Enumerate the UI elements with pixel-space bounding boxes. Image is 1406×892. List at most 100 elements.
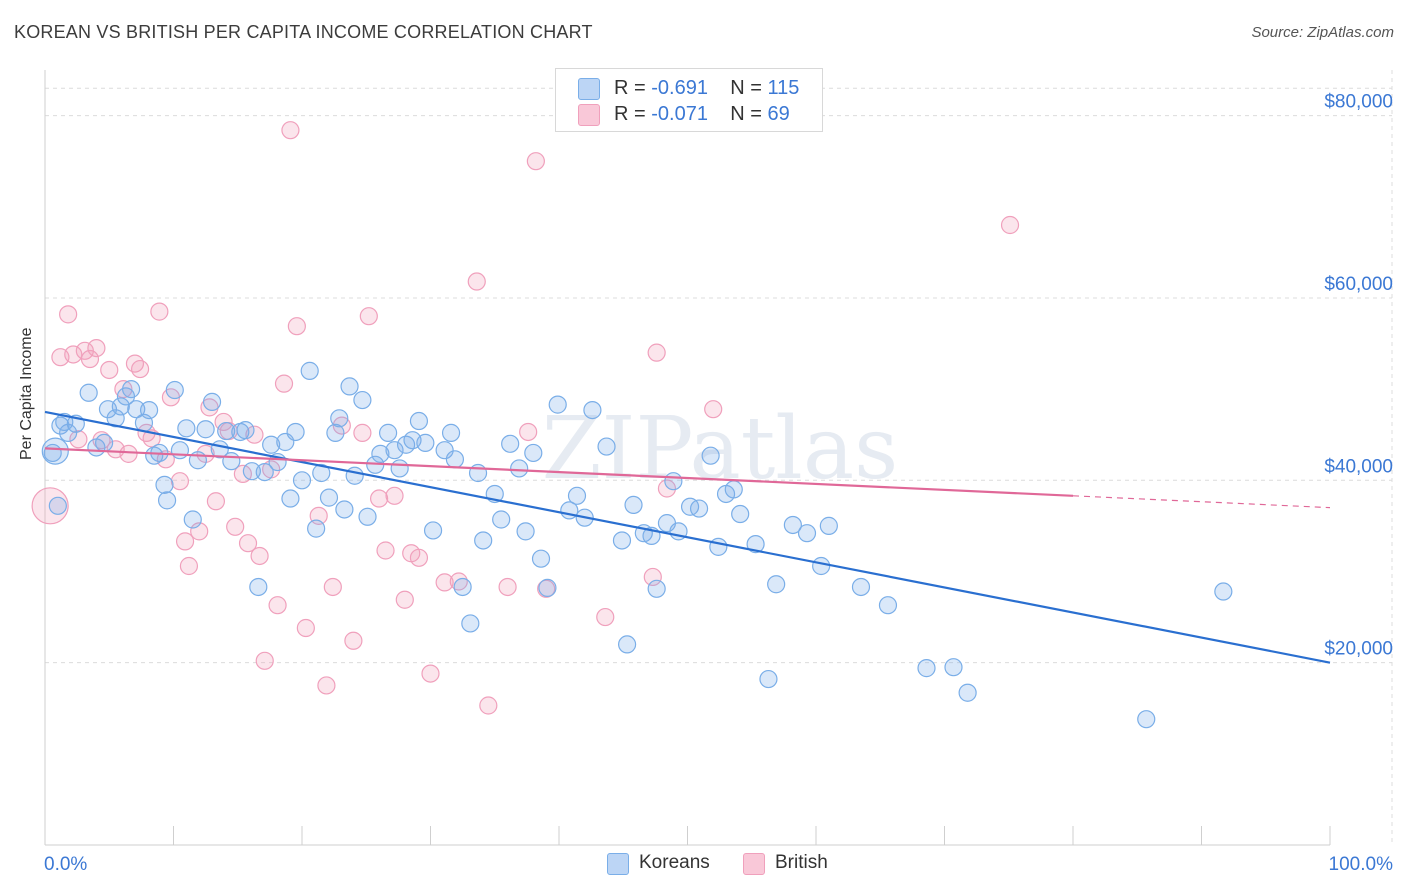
korean-point <box>548 395 567 414</box>
british-point <box>647 343 666 362</box>
british-point <box>435 573 454 592</box>
legend-label-koreans: Koreans <box>639 852 710 873</box>
british-swatch <box>578 104 600 126</box>
korean-point <box>340 377 359 396</box>
grid-lines <box>45 70 1393 845</box>
korean-point <box>371 444 390 463</box>
british-trend-extension <box>1072 495 1331 509</box>
r-value: -0.691 <box>651 77 708 99</box>
watermark: ZIPatlas <box>542 399 898 499</box>
korean-point <box>242 462 261 481</box>
korean-point <box>222 452 241 471</box>
british-point <box>498 577 517 597</box>
korean-point <box>567 486 587 505</box>
koreans-swatch <box>607 853 629 875</box>
korean-point <box>378 423 398 442</box>
british-point <box>114 380 133 399</box>
y-tick-label: $40,000 <box>1324 456 1393 477</box>
british-point <box>395 590 414 609</box>
korean-point <box>385 441 404 460</box>
legend-label-british: British <box>775 852 828 873</box>
korean-point <box>731 504 750 524</box>
british-point <box>274 374 294 393</box>
korean-point <box>583 400 602 420</box>
british-point <box>370 489 389 508</box>
korean-point <box>255 462 274 482</box>
korean-point <box>453 577 472 597</box>
korean-point <box>48 496 67 515</box>
korean-point <box>783 515 802 535</box>
korean-point <box>435 441 454 460</box>
korean-point <box>474 531 493 550</box>
british-point <box>353 423 372 442</box>
korean-point <box>878 596 898 615</box>
korean-point <box>127 400 146 419</box>
british-point <box>537 579 556 598</box>
british-point <box>130 359 150 379</box>
korean-point <box>516 522 535 541</box>
british-points <box>31 121 1020 715</box>
british-point <box>479 696 498 715</box>
korean-point <box>236 421 255 440</box>
korean-point <box>812 556 831 576</box>
y-tick-label: $80,000 <box>1324 92 1393 113</box>
korean-point <box>95 433 114 453</box>
korean-point <box>345 466 364 485</box>
korean-point <box>196 420 215 439</box>
british-point <box>150 302 169 321</box>
british-swatch <box>743 853 765 875</box>
korean-point <box>121 380 141 399</box>
korean-point <box>647 579 666 598</box>
british-point <box>287 317 306 336</box>
korean-point <box>157 491 177 510</box>
korean-point <box>531 549 551 568</box>
korean-point <box>423 521 443 540</box>
r-label: R = <box>614 77 646 99</box>
korean-point <box>390 459 409 478</box>
korean-point <box>319 488 339 507</box>
british-point <box>226 517 245 536</box>
korean-point <box>664 472 683 491</box>
korean-point <box>353 390 372 410</box>
korean-point <box>330 409 349 428</box>
korean-point <box>145 446 164 465</box>
korean-point <box>358 507 377 526</box>
british-point <box>125 354 145 373</box>
british-point <box>281 121 300 140</box>
korean-point <box>326 423 345 442</box>
korean-point <box>409 411 429 431</box>
british-point <box>359 307 378 326</box>
british-point <box>206 492 226 511</box>
korean-point <box>41 437 69 465</box>
british-point <box>80 349 100 369</box>
korean-point <box>177 419 196 438</box>
korean-point <box>1137 710 1156 729</box>
british-point <box>255 651 274 670</box>
british-point <box>409 548 429 567</box>
korean-point <box>286 422 305 442</box>
korean-point <box>217 421 236 441</box>
korean-point <box>165 380 184 400</box>
n-value: 69 <box>767 103 790 125</box>
korean-point <box>441 423 461 442</box>
korean-point <box>851 577 871 597</box>
korean-point <box>292 471 312 490</box>
british-point <box>1000 215 1020 235</box>
korean-point <box>307 519 326 538</box>
korean-point <box>944 658 963 677</box>
korean-point <box>709 537 728 556</box>
n-label: N = <box>730 77 762 99</box>
y-tick-label: $60,000 <box>1324 274 1393 295</box>
r-label: R = <box>614 103 646 125</box>
british-point <box>519 422 538 442</box>
korean-point <box>538 578 557 597</box>
korean-point <box>416 433 435 453</box>
korean-point <box>624 495 643 515</box>
korean-point <box>59 423 78 442</box>
korean-point <box>281 489 300 508</box>
british-point <box>421 664 440 683</box>
korean-point <box>680 497 700 516</box>
british-point <box>179 556 199 576</box>
korean-point <box>958 683 977 702</box>
